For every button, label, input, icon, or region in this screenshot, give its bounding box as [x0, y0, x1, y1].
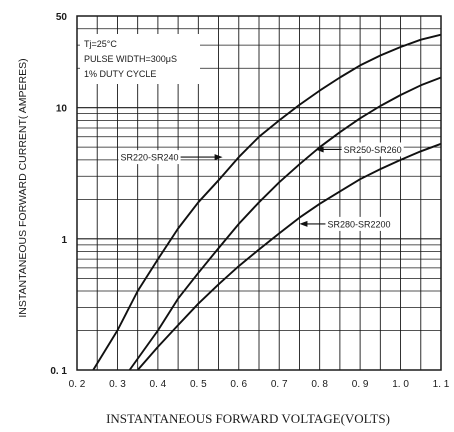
y-tick-label: 10	[56, 104, 68, 115]
annotation-background	[118, 150, 181, 165]
y-tick-labels: 0. 1 1 10 50	[50, 12, 67, 377]
series-line-0	[92, 33, 442, 371]
conditions-background	[80, 34, 200, 84]
series-line-2	[136, 142, 442, 371]
annotation-label: SR250-SR260	[344, 145, 402, 155]
y-tick-label: 1	[61, 235, 67, 246]
x-axis-label: INSTANTANEOUS FORWARD VOLTAGE(VOLTS)	[106, 411, 390, 426]
x-tick-label: 0. 9	[352, 379, 369, 390]
annotation-1: SR250-SR260	[315, 142, 404, 157]
x-tick-labels: 0. 2 0. 3 0. 4 0. 5 0. 6 0. 7 0. 8 0. 9 1. 0 1. 1	[69, 379, 450, 390]
annotation-arrowhead	[315, 146, 324, 153]
series-line-1	[128, 76, 442, 371]
curve-annotations: SR220-SR240 SR250-SR260 SR280-SR2200	[118, 142, 404, 231]
x-tick-label: 0. 8	[311, 379, 328, 390]
annotation-background	[325, 216, 393, 231]
x-tick-label: 0. 6	[230, 379, 247, 390]
y-tick-label: 50	[56, 12, 68, 23]
curves	[92, 33, 442, 371]
x-tick-label: 1. 1	[433, 379, 450, 390]
annotation-background	[341, 142, 404, 157]
annotation-2: SR280-SR2200	[299, 216, 393, 231]
annotation-label: SR220-SR240	[121, 153, 179, 163]
condition-duty-cycle: 1% DUTY CYCLE	[84, 69, 156, 79]
x-tick-label: 0. 4	[150, 379, 167, 390]
annotation-label: SR280-SR2200	[327, 219, 390, 229]
condition-pulse-width: PULSE WIDTH=300μS	[84, 54, 177, 64]
x-tick-label: 0. 7	[271, 379, 288, 390]
annotation-arrowhead	[299, 220, 308, 227]
annotation-0: SR220-SR240	[118, 150, 223, 165]
x-tick-label: 0. 2	[69, 379, 86, 390]
annotation-arrowhead	[214, 154, 223, 161]
y-tick-label: 0. 1	[50, 366, 67, 377]
x-tick-label: 0. 3	[109, 379, 126, 390]
y-axis-label: INSTANTANEOUS FORWARD CURRENT( AMPERES)	[17, 58, 29, 317]
x-tick-label: 1. 0	[392, 379, 409, 390]
conditions-box: Tj=25°C PULSE WIDTH=300μS 1% DUTY CYCLE	[80, 34, 200, 84]
condition-temperature: Tj=25°C	[84, 39, 117, 49]
plot-frame	[76, 15, 442, 371]
x-tick-label: 0. 5	[190, 379, 207, 390]
